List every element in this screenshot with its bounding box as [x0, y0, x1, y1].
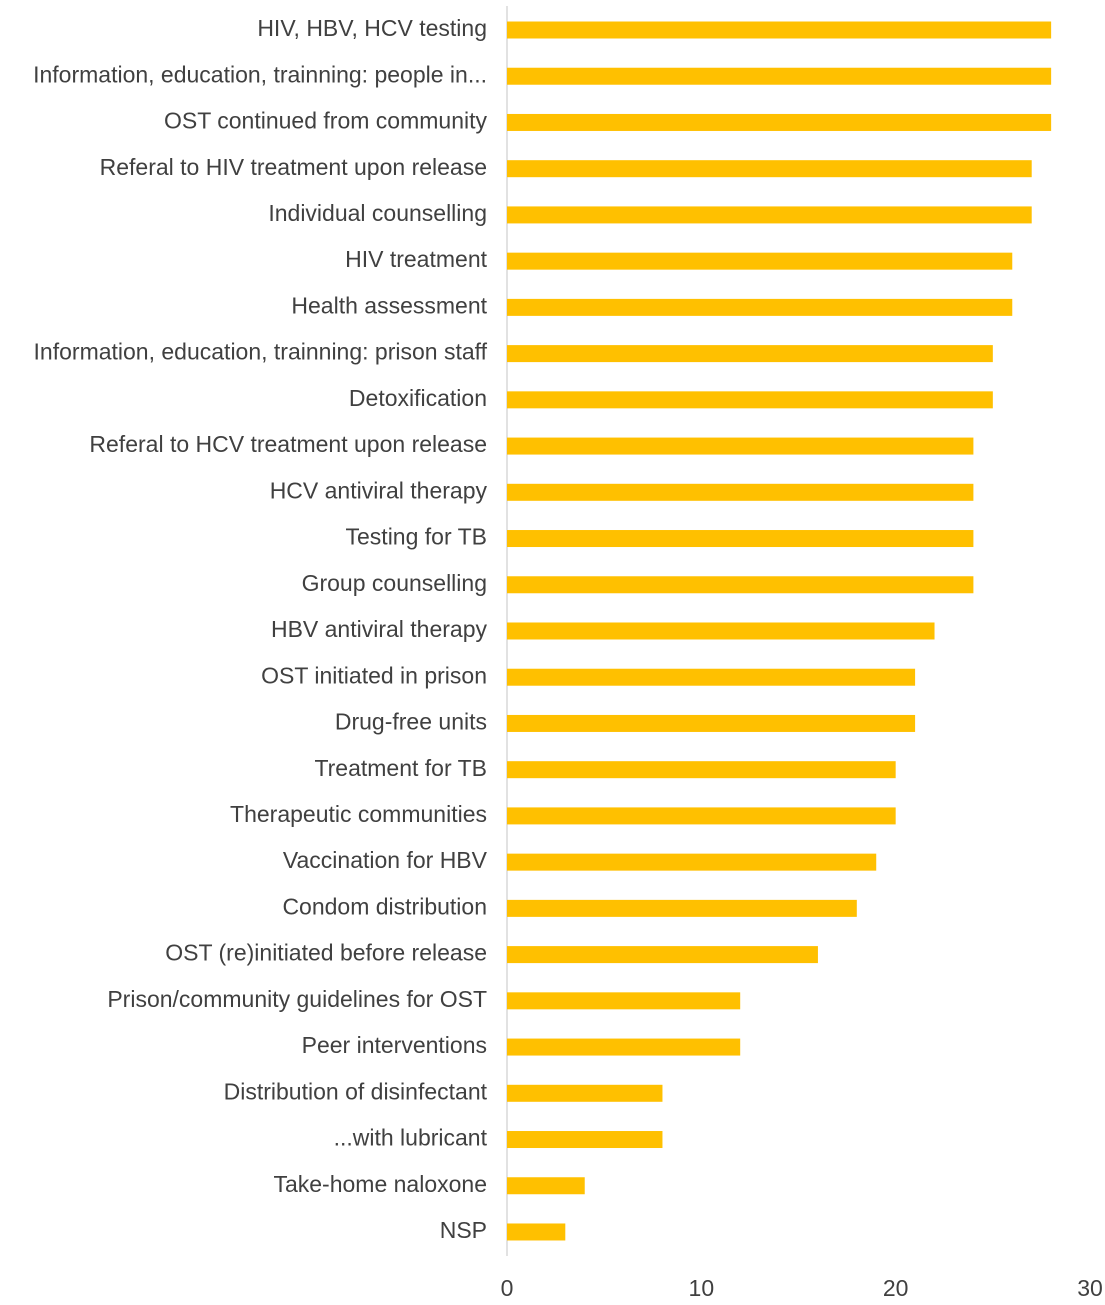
y-tick-label: NSP [440, 1217, 487, 1243]
bar [507, 576, 974, 594]
y-tick-label: Referal to HCV treatment upon release [89, 431, 487, 457]
y-tick-label: OST continued from community [164, 108, 487, 134]
y-tick-label: Distribution of disinfectant [224, 1078, 488, 1104]
bar [507, 1038, 741, 1056]
bar [507, 345, 993, 363]
y-tick-label: Take-home naloxone [273, 1171, 487, 1197]
y-tick-label: HCV antiviral therapy [270, 477, 488, 503]
bar [507, 1131, 663, 1149]
x-tick-label: 0 [501, 1275, 514, 1301]
x-tick-label: 20 [883, 1275, 909, 1301]
y-tick-label: Information, education, trainning: priso… [34, 339, 488, 365]
y-tick-label: OST (re)initiated before release [165, 940, 487, 966]
y-tick-label: Individual counselling [268, 200, 487, 226]
y-tick-label: OST initiated in prison [261, 662, 487, 688]
bar [507, 252, 1013, 270]
bar [507, 298, 1013, 316]
y-tick-label: Health assessment [291, 292, 487, 318]
x-tick-label: 10 [689, 1275, 715, 1301]
bar [507, 483, 974, 501]
bar [507, 807, 896, 825]
bar [507, 853, 877, 871]
y-tick-label: Group counselling [302, 570, 487, 596]
bar [507, 530, 974, 548]
bar [507, 21, 1052, 39]
y-tick-label: Vaccination for HBV [283, 847, 488, 873]
bar [507, 899, 857, 917]
y-tick-label: ...with lubricant [334, 1125, 488, 1151]
y-tick-label: Condom distribution [282, 893, 487, 919]
bar [507, 1177, 585, 1195]
y-tick-label: HIV, HBV, HCV testing [257, 15, 487, 41]
bar [507, 761, 896, 779]
y-tick-label: Detoxification [349, 385, 487, 411]
y-tick-label: Peer interventions [302, 1032, 487, 1058]
x-tick-label: 30 [1077, 1275, 1103, 1301]
bar [507, 992, 741, 1010]
bar [507, 622, 935, 640]
y-tick-label: HIV treatment [345, 246, 487, 272]
bar [507, 437, 974, 455]
bar [507, 1223, 566, 1241]
y-tick-label: Therapeutic communities [230, 801, 487, 827]
bar [507, 1084, 663, 1102]
y-tick-label: HBV antiviral therapy [271, 616, 488, 642]
y-tick-label: Referal to HIV treatment upon release [100, 154, 487, 180]
y-tick-label: Testing for TB [346, 524, 487, 550]
bar [507, 67, 1052, 85]
bar [507, 946, 818, 964]
y-tick-label: Information, education, trainning: peopl… [33, 61, 487, 87]
bar [507, 206, 1032, 224]
bar [507, 113, 1052, 131]
bar [507, 714, 916, 732]
y-tick-label: Prison/community guidelines for OST [107, 986, 487, 1012]
y-tick-label: Drug-free units [335, 709, 487, 735]
bar [507, 391, 993, 409]
bar [507, 160, 1032, 178]
bar [507, 668, 916, 686]
y-tick-label: Treatment for TB [314, 755, 487, 781]
